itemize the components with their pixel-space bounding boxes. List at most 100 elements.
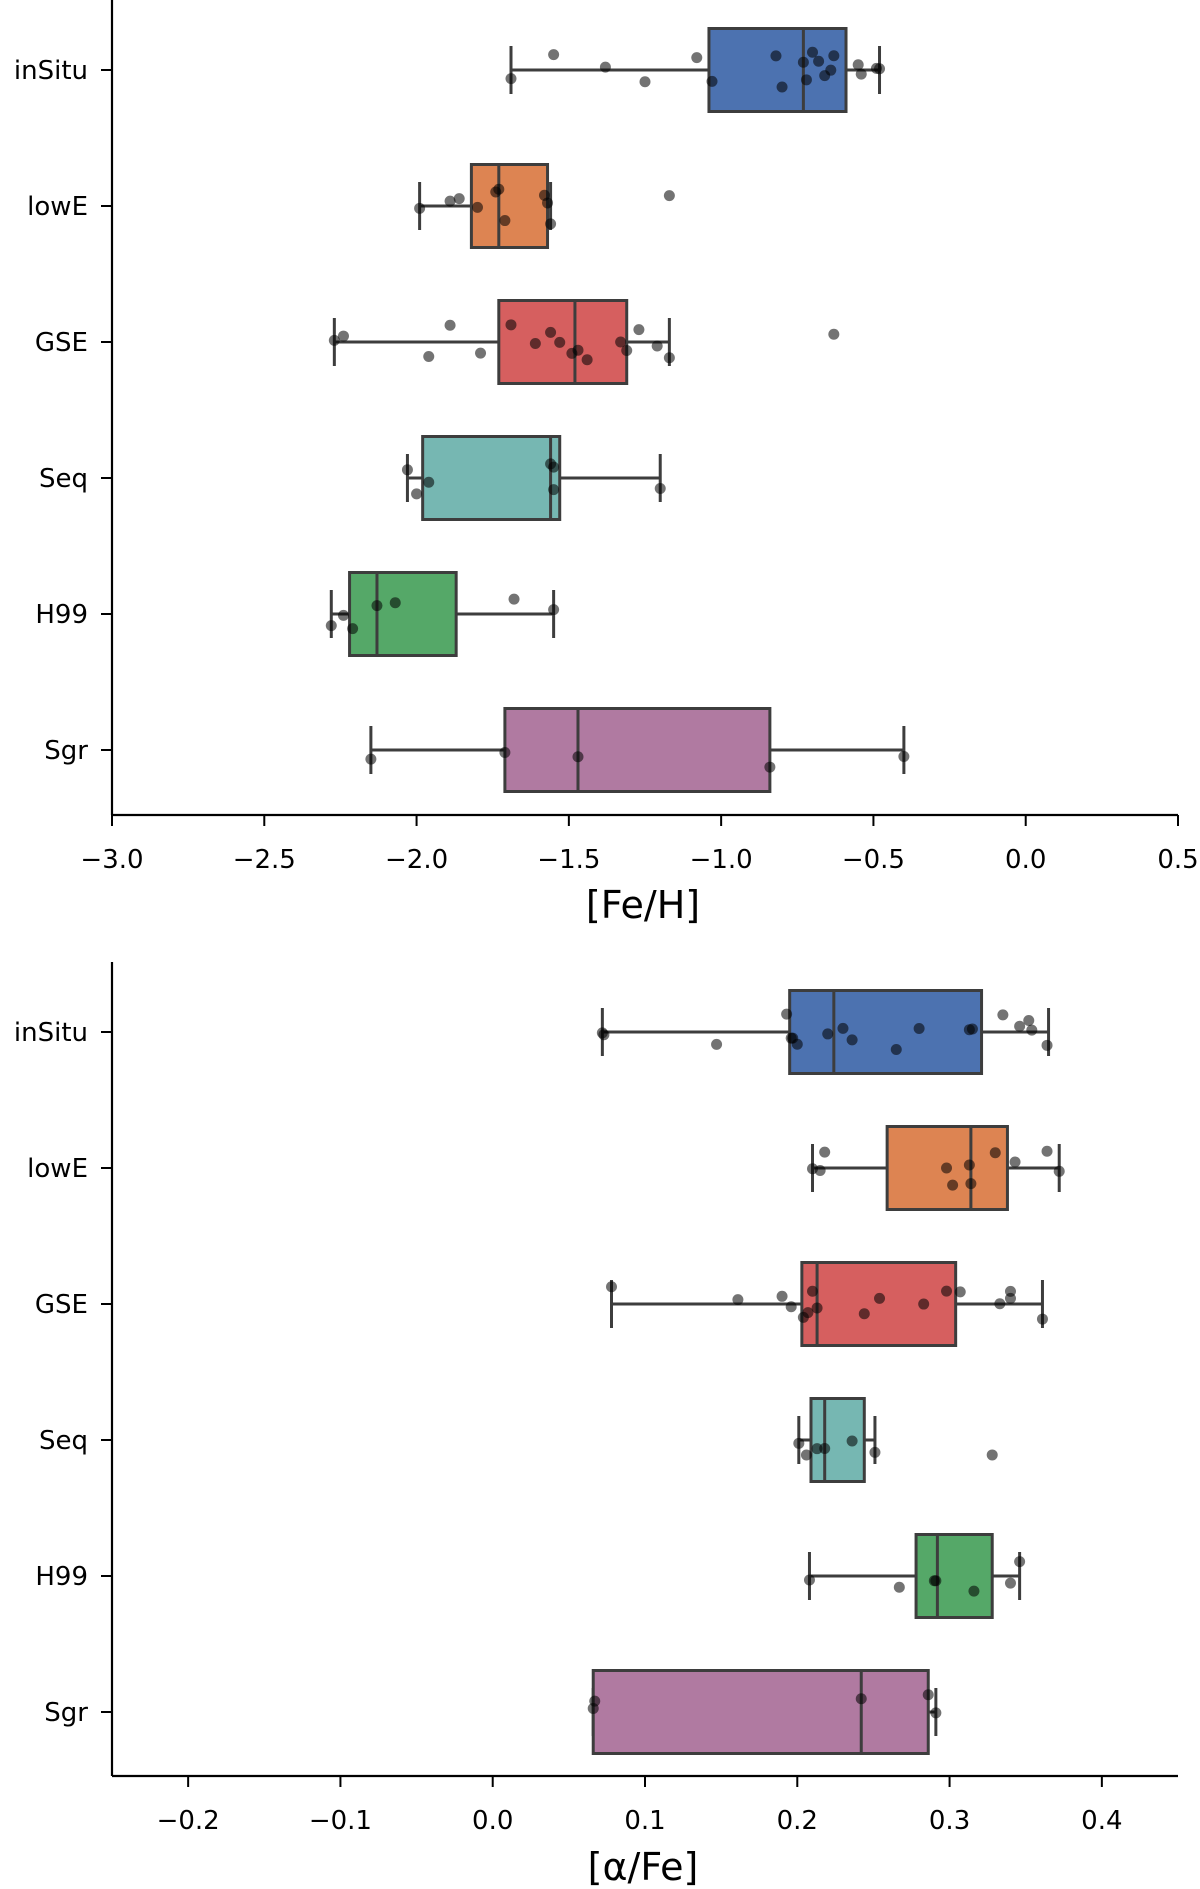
data-point [572,751,584,763]
data-point [1009,1156,1021,1168]
x-tick-label: −2.5 [233,845,296,875]
data-point [989,1147,1001,1159]
data-point [963,1159,975,1171]
data-point [874,1292,886,1304]
data-point [654,482,666,494]
data-point [822,1028,834,1040]
data-point [599,61,611,73]
data-point [711,1038,723,1050]
data-point [337,609,349,621]
category-label: Seq [39,1426,88,1456]
data-point [401,464,413,476]
x-tick-label: 0.0 [472,1806,513,1836]
data-point [542,197,554,209]
data-point [545,218,557,230]
data-point [800,74,812,86]
data-point [529,337,541,349]
data-point [918,1298,930,1310]
data-point [997,1009,1009,1021]
data-point [548,484,560,496]
data-point [663,352,675,364]
data-point [548,461,560,473]
data-point [811,1443,823,1455]
data-point [639,76,651,88]
box-Sgr [503,707,772,793]
x-tick-label: −1.0 [690,845,753,875]
x-tick-label: 0.3 [929,1806,970,1836]
box-GSE [800,1261,958,1347]
data-point [621,345,633,357]
data-point [545,326,557,338]
data-point [1036,1313,1048,1325]
data-point [1014,1556,1026,1568]
data-point [615,336,627,348]
data-point [471,201,483,213]
data-point [347,623,359,635]
data-point [819,1146,831,1158]
data-point [651,340,663,352]
data-point [706,75,718,87]
chart-panel-1: −3.0 −2.5 −2.0 −1.5 −1.0 −0.5 0.0 0.5 [Fe/H] inSi… [14,0,1199,927]
category-label: Seq [39,464,88,494]
data-point [453,193,465,205]
data-point [776,1290,788,1302]
data-point [548,49,560,61]
data-point [825,64,837,76]
data-point [411,488,423,500]
data-point [968,1585,980,1597]
data-point [1004,1577,1016,1589]
data-point [572,344,584,356]
data-point [1026,1024,1038,1036]
data-point [846,1435,858,1447]
x-tick-label: 0.0 [1005,845,1046,875]
box-Sgr [591,1669,930,1755]
data-point [548,604,560,616]
category-label: H99 [35,1562,88,1592]
category-label: GSE [35,1290,88,1320]
data-point [1023,1014,1035,1026]
data-point [986,1449,998,1461]
data-point [499,215,511,227]
box-Seq [421,435,562,521]
data-point [814,1164,826,1176]
data-point [893,1581,905,1593]
data-point [922,1689,934,1701]
data-point [1053,1165,1065,1177]
data-point [444,319,456,331]
data-point [797,56,809,68]
data-point [325,620,337,632]
data-point [505,319,517,331]
category-label: Sgr [44,1698,88,1728]
data-point [508,593,520,605]
chart-panel-2: −0.2 −0.1 0.0 0.1 0.2 0.3 0.4 [α/Fe] inSitu lowE G… [14,962,1178,1889]
data-point [803,1574,815,1586]
x-axis-label: [Fe/H] [586,883,700,927]
x-tick-label: 0.4 [1081,1806,1122,1836]
data-point [874,63,886,75]
x-tick-label: 0.1 [624,1806,665,1836]
data-point [554,336,566,348]
data-point [389,597,401,609]
data-point [800,1449,812,1461]
data-point [663,190,675,202]
x-tick-label: 0.5 [1157,845,1198,875]
category-label: Sgr [44,736,88,766]
data-point [965,1178,977,1190]
x-tick-label: −2.0 [385,845,448,875]
x-tick-label: 0.2 [777,1806,818,1836]
data-point [1014,1020,1026,1032]
data-point [890,1044,902,1056]
data-point [691,52,703,64]
data-point [869,1446,881,1458]
data-point [807,46,819,58]
data-point [966,1023,978,1035]
data-point [598,1029,610,1041]
box-inSitu [788,989,984,1075]
data-point [505,73,517,85]
data-point [898,750,910,762]
data-point [423,351,435,363]
data-point [414,202,426,214]
data-point [365,753,377,765]
data-point [337,330,349,342]
data-point [371,600,383,612]
